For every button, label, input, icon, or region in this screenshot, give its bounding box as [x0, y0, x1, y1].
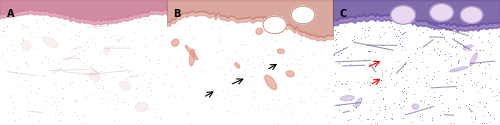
Text: B: B: [173, 9, 180, 19]
Ellipse shape: [234, 63, 240, 68]
Ellipse shape: [172, 39, 179, 46]
Text: C: C: [340, 9, 347, 19]
Ellipse shape: [412, 104, 419, 109]
Ellipse shape: [42, 37, 58, 48]
Circle shape: [263, 16, 286, 34]
Ellipse shape: [190, 49, 195, 66]
Ellipse shape: [354, 98, 362, 108]
Ellipse shape: [450, 67, 468, 72]
Circle shape: [292, 6, 314, 24]
Ellipse shape: [286, 71, 294, 77]
Ellipse shape: [278, 49, 284, 54]
Ellipse shape: [463, 45, 472, 50]
Circle shape: [391, 6, 415, 24]
Ellipse shape: [470, 53, 478, 66]
Ellipse shape: [185, 45, 198, 60]
Ellipse shape: [120, 81, 130, 90]
Ellipse shape: [135, 102, 148, 112]
Ellipse shape: [264, 75, 276, 90]
Ellipse shape: [21, 40, 31, 50]
Ellipse shape: [340, 96, 354, 101]
Ellipse shape: [104, 47, 110, 55]
Circle shape: [460, 7, 483, 23]
Ellipse shape: [256, 28, 263, 34]
Ellipse shape: [90, 71, 100, 82]
Circle shape: [430, 4, 454, 21]
Text: A: A: [6, 9, 14, 19]
